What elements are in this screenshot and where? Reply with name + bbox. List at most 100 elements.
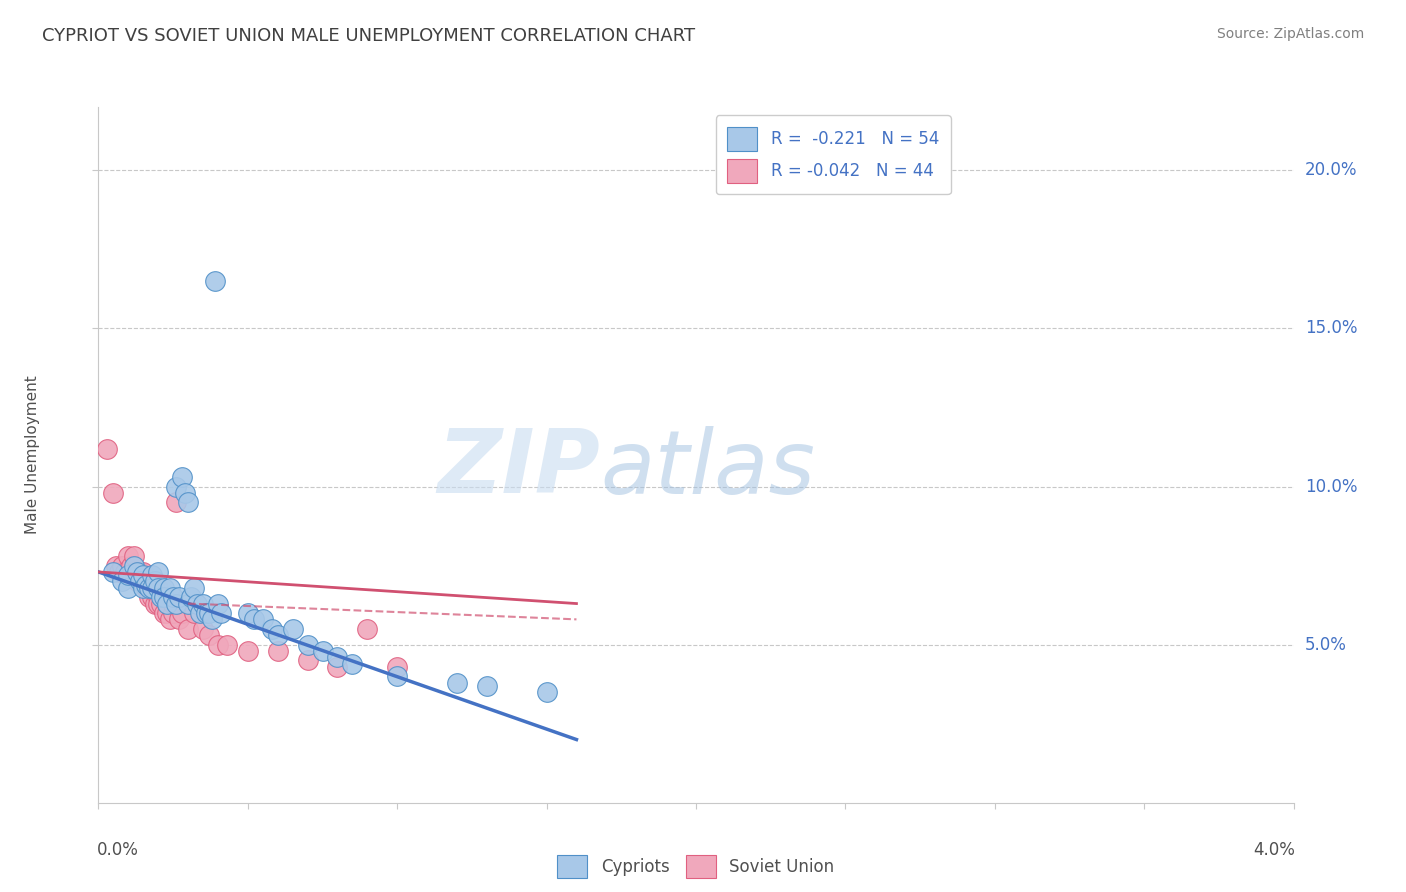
Point [475,679,498,693]
Point [141,581,163,595]
Point [198,606,221,620]
Point [385,669,409,683]
Point [186,597,208,611]
Point [156,606,179,620]
Point [108,565,131,579]
Point [242,612,264,626]
Text: CYPRIOT VS SOVIET UNION MALE UNEMPLOYMENT CORRELATION CHART: CYPRIOT VS SOVIET UNION MALE UNEMPLOYMEN… [42,27,696,45]
Point [356,622,378,636]
Text: Source: ZipAtlas.com: Source: ZipAtlas.com [1216,27,1364,41]
Text: 0.0%: 0.0% [97,841,139,859]
Point [188,606,211,620]
Point [215,638,238,652]
Point [281,622,304,636]
Point [141,581,163,595]
Point [207,638,229,652]
Point [105,558,128,573]
Point [172,470,194,484]
Point [153,606,176,620]
Point [156,597,179,611]
Text: 10.0%: 10.0% [1305,477,1357,496]
Text: ZIP: ZIP [437,425,600,512]
Point [252,612,274,626]
Point [165,597,187,611]
Point [124,558,146,573]
Point [143,597,166,611]
Point [148,597,170,611]
Point [124,549,146,563]
Point [143,574,166,589]
Point [172,606,194,620]
Point [177,495,200,509]
Point [141,591,163,605]
Point [167,612,190,626]
Point [446,675,468,690]
Point [114,565,136,579]
Point [148,591,170,605]
Point [132,581,155,595]
Point [165,479,187,493]
Point [385,660,409,674]
Point [148,565,170,579]
Point [150,591,173,605]
Point [141,568,163,582]
Point [191,622,214,636]
Point [191,597,214,611]
Point [135,581,157,595]
Point [129,565,152,579]
Point [103,565,125,579]
Point [132,574,155,589]
Point [138,591,160,605]
Point [267,644,290,658]
Point [297,638,319,652]
Text: 5.0%: 5.0% [1305,636,1347,654]
Point [132,568,155,582]
Text: 20.0%: 20.0% [1305,161,1357,179]
Point [236,644,259,658]
Point [180,591,202,605]
Point [165,495,187,509]
Point [138,581,160,595]
Point [117,549,139,563]
Text: atlas: atlas [600,425,815,512]
Point [138,581,160,595]
Legend: Cypriots, Soviet Union: Cypriots, Soviet Union [551,848,841,885]
Point [236,606,259,620]
Point [311,644,333,658]
Point [326,650,349,665]
Point [201,612,224,626]
Point [297,653,319,667]
Point [117,568,139,582]
Point [326,660,349,674]
Point [207,597,229,611]
Point [260,622,283,636]
Point [267,628,290,642]
Point [127,565,149,579]
Point [120,558,142,573]
Point [174,486,197,500]
Point [103,486,125,500]
Point [204,274,226,288]
Point [117,581,139,595]
Text: Male Unemployment: Male Unemployment [25,376,41,534]
Point [96,442,118,456]
Point [153,591,176,605]
Point [162,597,184,611]
Point [111,574,134,589]
Point [183,581,205,595]
Point [135,577,157,591]
Point [183,606,205,620]
Point [156,597,179,611]
Point [209,606,232,620]
Point [129,574,152,589]
Point [167,591,190,605]
Text: 4.0%: 4.0% [1253,841,1295,859]
Point [159,581,181,595]
Point [132,565,155,579]
Point [177,597,200,611]
Point [342,657,364,671]
Point [536,685,558,699]
Point [177,622,200,636]
Point [162,606,184,620]
Point [153,581,176,595]
